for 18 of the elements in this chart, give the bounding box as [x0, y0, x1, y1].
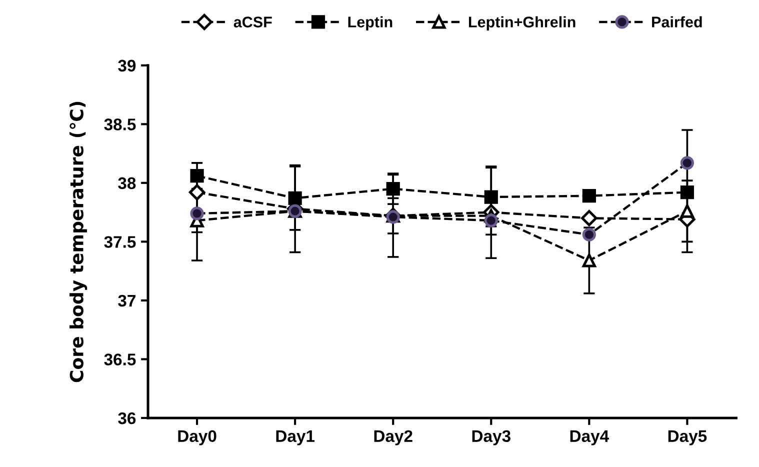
y-tick-label: 37.5 — [104, 236, 136, 248]
y-tick-label: 38.5 — [104, 118, 136, 130]
y-tick-label: 39 — [118, 60, 136, 72]
y-tick-label: 38 — [118, 177, 136, 190]
legend-label: Leptin+Ghrelin — [468, 16, 576, 30]
x-tick-label: Day3 — [472, 430, 510, 446]
legend-label: Leptin — [348, 16, 392, 30]
y-axis-title: Core body temperature (℃) — [69, 102, 88, 382]
x-tick-label: Day5 — [668, 430, 707, 446]
y-tick-label: 36 — [118, 412, 136, 424]
legend-label: aCSF — [234, 16, 272, 28]
y-tick-label: 36.5 — [104, 354, 136, 366]
x-tick-label: Day0 — [178, 430, 216, 446]
y-tick-label: 37 — [118, 294, 136, 307]
x-tick-label: Day2 — [374, 430, 412, 446]
x-tick-label: Day4 — [570, 430, 610, 446]
x-tick-label: Day1 — [276, 430, 315, 446]
legend-label: Pairfed — [652, 16, 702, 28]
